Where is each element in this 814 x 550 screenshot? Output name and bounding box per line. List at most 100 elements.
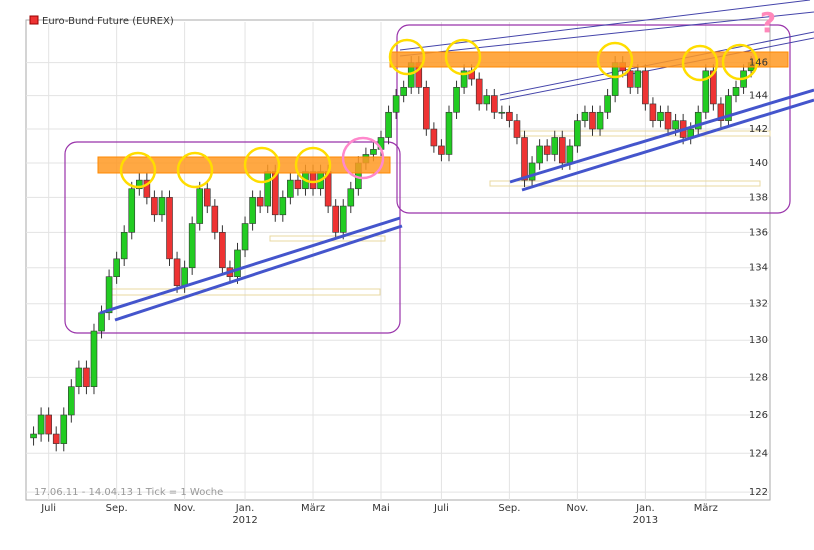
y-tick-label: 134 (749, 263, 768, 274)
highlight-circle (681, 44, 719, 82)
candle-body (256, 197, 264, 207)
candle-body (475, 78, 483, 105)
candle-body (158, 197, 166, 216)
y-tick-label: 132 (749, 299, 768, 310)
trend-line (114, 224, 403, 322)
candle-body (105, 276, 113, 314)
y-tick-label: 144 (749, 91, 768, 102)
candle-body (83, 367, 90, 387)
candle-body (710, 70, 717, 105)
candle-body (52, 433, 60, 444)
x-year-label: 2013 (633, 515, 658, 526)
x-tick-label: Juli (433, 503, 449, 514)
candle-body (203, 188, 211, 207)
highlight-circle (119, 151, 157, 189)
candle-body (589, 111, 596, 130)
candle-body (347, 188, 355, 207)
highlight-circle (176, 151, 214, 189)
candle-body (113, 258, 120, 277)
candle-body (128, 188, 136, 233)
candle-body (498, 111, 506, 114)
candle-body (166, 197, 173, 260)
candle-body (604, 95, 611, 113)
candle-body (279, 197, 287, 216)
candle-body (287, 179, 294, 198)
candle-body (513, 120, 521, 138)
candle-body (543, 145, 551, 155)
candle-body (37, 414, 45, 435)
candle-body (181, 267, 188, 286)
y-tick-label: 140 (749, 158, 768, 169)
candle-body (120, 232, 128, 260)
range-box (396, 24, 791, 214)
trend-line (509, 88, 814, 184)
candle-body (506, 111, 513, 121)
candle-body (642, 70, 649, 105)
x-year-label: 2012 (232, 515, 257, 526)
x-tick-label: Sep. (498, 503, 520, 514)
candle-body (392, 95, 400, 113)
candle-body (264, 171, 272, 207)
zone (489, 180, 761, 187)
y-tick-label: 136 (749, 227, 768, 238)
x-tick-label: März (694, 503, 718, 514)
candle-body (445, 111, 453, 155)
x-tick-label: Nov. (174, 503, 196, 514)
candle-body (521, 137, 528, 181)
candle-body (219, 232, 226, 269)
candle-body (75, 367, 83, 387)
legend-swatch (29, 15, 39, 25)
annotations-top (97, 38, 814, 322)
candle-body (30, 433, 37, 439)
y-tick-label: 122 (749, 487, 768, 498)
candle-body (423, 87, 430, 130)
highlight-circle (388, 38, 426, 76)
x-tick-label: Jan. (635, 503, 655, 514)
candle-body (634, 70, 642, 88)
y-tick-label: 142 (749, 124, 768, 135)
channel-line (499, 37, 814, 101)
candle-body (558, 137, 566, 164)
candle-body (400, 87, 407, 96)
y-tick-label: 124 (749, 448, 768, 459)
candle-body (370, 149, 377, 155)
candle-body (717, 103, 725, 121)
candle-body (732, 87, 740, 96)
y-tick-label: 146 (749, 58, 768, 69)
candle-body (135, 179, 143, 190)
candle-body (143, 179, 151, 198)
candle-body (528, 162, 536, 181)
candle-body (438, 145, 445, 155)
candle-body (188, 223, 196, 269)
candle-body (460, 70, 468, 88)
x-tick-label: Mai (372, 503, 390, 514)
candle-body (249, 197, 256, 224)
candle-body (725, 95, 732, 121)
candle-body (234, 249, 241, 277)
highlight-circle (444, 38, 482, 76)
x-tick-label: Sep. (106, 503, 128, 514)
plot-frame (25, 19, 771, 501)
candle-body (581, 111, 589, 121)
candle-body (672, 120, 679, 130)
highlight-circle (721, 43, 759, 81)
channel-line (399, 11, 814, 57)
candle-body (196, 188, 204, 224)
candle-body (694, 111, 702, 130)
highlight-circle (243, 146, 281, 184)
candle-body (664, 111, 672, 130)
candle-body (98, 312, 105, 332)
candle-body (702, 70, 710, 113)
candle-body (173, 258, 181, 286)
candle-body (294, 179, 302, 190)
annotations (64, 0, 814, 334)
candle-body (491, 95, 498, 113)
candle-body (551, 137, 559, 155)
candle-body (339, 205, 347, 233)
candle-body (574, 120, 581, 147)
range-box (64, 141, 401, 334)
candle-body (596, 111, 604, 130)
candle-body (60, 414, 68, 444)
y-tick-label: 128 (749, 372, 768, 383)
